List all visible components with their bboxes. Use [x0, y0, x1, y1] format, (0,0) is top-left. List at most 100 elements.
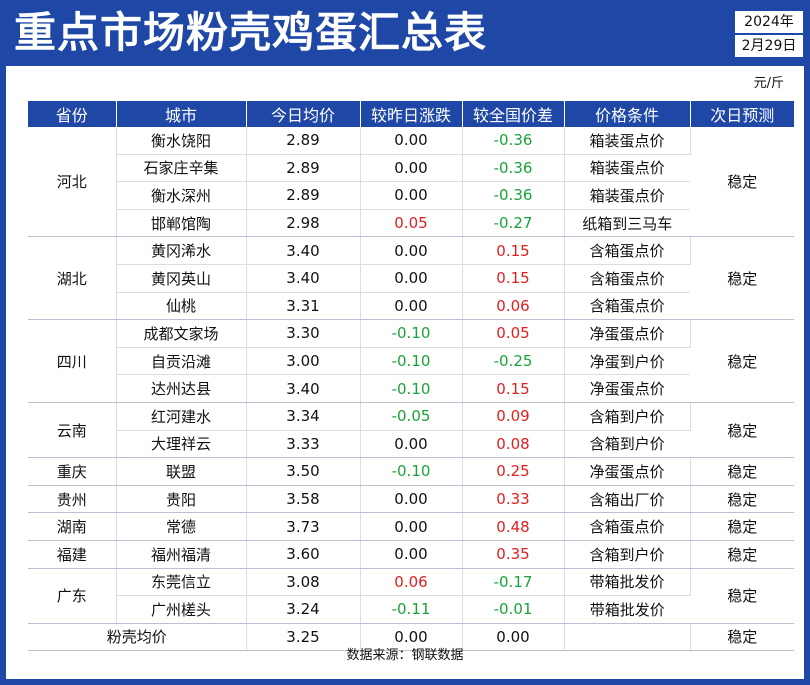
price-cell: 3.33	[246, 430, 361, 459]
province-cell: 云南	[28, 402, 117, 459]
diff-cell: -0.27	[462, 209, 565, 238]
city-cell: 石家庄辛集	[116, 154, 247, 183]
condition-cell: 带箱批发价	[564, 595, 690, 624]
city-cell: 成都文家场	[116, 319, 247, 348]
table-row: 石家庄辛集 2.89 0.00 -0.36 箱装蛋点价	[28, 154, 794, 183]
city-cell: 联盟	[116, 457, 247, 486]
change-cell: -0.10	[360, 347, 463, 376]
table-row: 河北 衡水饶阳 2.89 0.00 -0.36 箱装蛋点价 稳定	[28, 127, 794, 238]
table-row: 湖南 常德 3.73 0.00 0.48 含箱蛋点价 稳定	[28, 512, 794, 541]
diff-cell: 0.06	[462, 292, 565, 321]
city-cell: 邯郸馆陶	[116, 209, 247, 238]
city-cell: 东莞信立	[116, 568, 247, 597]
diff-cell: -0.36	[462, 181, 565, 210]
header-diff: 较全国价差	[462, 101, 565, 127]
condition-cell: 带箱批发价	[564, 568, 691, 597]
condition-cell: 含箱蛋点价	[564, 512, 691, 541]
city-cell: 常德	[116, 512, 247, 541]
change-cell: 0.00	[360, 512, 463, 541]
header-city: 城市	[116, 101, 247, 127]
price-cell: 3.50	[246, 457, 361, 486]
change-cell: 0.05	[360, 209, 463, 238]
condition-cell: 含箱蛋点价	[564, 236, 691, 265]
table-row: 广东 东莞信立 3.08 0.06 -0.17 带箱批发价 稳定	[28, 568, 794, 624]
table-row: 黄冈英山 3.40 0.00 0.15 含箱蛋点价	[28, 264, 794, 293]
price-cell: 2.89	[246, 154, 361, 183]
condition-cell: 净蛋蛋点价	[564, 374, 690, 403]
city-cell: 红河建水	[116, 402, 247, 431]
page-title: 重点市场粉壳鸡蛋汇总表	[14, 8, 488, 57]
condition-cell: 箱装蛋点价	[564, 154, 690, 183]
price-cell: 3.60	[246, 540, 361, 569]
price-cell: 3.30	[246, 319, 361, 348]
price-cell: 3.08	[246, 568, 361, 597]
change-cell: 0.00	[360, 540, 463, 569]
price-cell: 3.58	[246, 485, 361, 514]
summary-row: 粉壳均价 3.25 0.00 0.00 稳定	[28, 623, 794, 652]
summary-condition	[564, 623, 691, 652]
forecast-cell: 稳定	[690, 127, 794, 238]
province-cell: 河北	[28, 127, 117, 238]
condition-cell: 箱装蛋点价	[564, 181, 690, 210]
header-forecast: 次日预测	[690, 101, 794, 127]
condition-cell: 净蛋到户价	[564, 347, 690, 376]
diff-cell: -0.36	[462, 154, 565, 183]
city-cell: 广州槎头	[116, 595, 247, 624]
province-cell: 贵州	[28, 485, 117, 514]
table-row: 四川 成都文家场 3.30 -0.10 0.05 净蛋蛋点价 稳定	[28, 319, 794, 403]
change-cell: 0.00	[360, 181, 463, 210]
condition-cell: 含箱蛋点价	[564, 264, 690, 293]
condition-cell: 箱装蛋点价	[564, 127, 691, 155]
province-cell: 湖北	[28, 236, 117, 321]
diff-cell: 0.33	[462, 485, 565, 514]
city-cell: 黄冈浠水	[116, 236, 247, 265]
price-cell: 3.34	[246, 402, 361, 431]
change-cell: -0.10	[360, 457, 463, 486]
city-cell: 福州福清	[116, 540, 247, 569]
change-cell: 0.00	[360, 430, 463, 459]
province-cell: 广东	[28, 568, 117, 624]
header-province: 省份	[28, 101, 117, 127]
date-box: 2024年 2月29日	[734, 10, 804, 58]
table-header-row: 省份 城市 今日均价 较昨日涨跌 较全国价差 价格条件 次日预测	[28, 101, 794, 127]
forecast-cell: 稳定	[690, 457, 794, 486]
condition-cell: 含箱到户价	[564, 430, 690, 459]
forecast-cell: 稳定	[690, 402, 794, 459]
price-cell: 3.40	[246, 374, 361, 403]
city-cell: 衡水饶阳	[116, 127, 247, 155]
header-change: 较昨日涨跌	[360, 101, 463, 127]
summary-price: 3.25	[246, 623, 361, 652]
city-cell: 自贡沿滩	[116, 347, 247, 376]
change-cell: 0.00	[360, 127, 463, 155]
condition-cell: 含箱到户价	[564, 540, 691, 569]
unit-label: 元/斤	[753, 76, 784, 91]
condition-cell: 净蛋蛋点价	[564, 319, 691, 348]
table-row: 贵州 贵阳 3.58 0.00 0.33 含箱出厂价 稳定	[28, 485, 794, 514]
table-row: 大理祥云 3.33 0.00 0.08 含箱到户价	[28, 430, 794, 459]
city-cell: 黄冈英山	[116, 264, 247, 293]
table-row: 仙桃 3.31 0.00 0.06 含箱蛋点价	[28, 292, 794, 321]
date-year: 2024年	[735, 11, 803, 35]
price-cell: 2.89	[246, 127, 361, 155]
diff-cell: 0.15	[462, 374, 565, 403]
diff-cell: 0.09	[462, 402, 565, 431]
forecast-cell: 稳定	[690, 540, 794, 569]
change-cell: 0.00	[360, 485, 463, 514]
header-price: 今日均价	[246, 101, 361, 127]
forecast-cell: 稳定	[690, 485, 794, 514]
change-cell: -0.10	[360, 374, 463, 403]
diff-cell: -0.25	[462, 347, 565, 376]
table-row: 广州槎头 3.24 -0.11 -0.01 带箱批发价	[28, 595, 794, 624]
change-cell: 0.00	[360, 236, 463, 265]
price-cell: 3.00	[246, 347, 361, 376]
city-cell: 仙桃	[116, 292, 247, 321]
table-row: 福建 福州福清 3.60 0.00 0.35 含箱到户价 稳定	[28, 540, 794, 569]
price-cell: 3.40	[246, 236, 361, 265]
province-cell: 重庆	[28, 457, 117, 486]
diff-cell: -0.01	[462, 595, 565, 624]
change-cell: -0.05	[360, 402, 463, 431]
date-day: 2月29日	[741, 38, 797, 54]
change-cell: 0.00	[360, 264, 463, 293]
diff-cell: -0.36	[462, 127, 565, 155]
title-banner: 重点市场粉壳鸡蛋汇总表 2024年 2月29日	[0, 0, 810, 66]
